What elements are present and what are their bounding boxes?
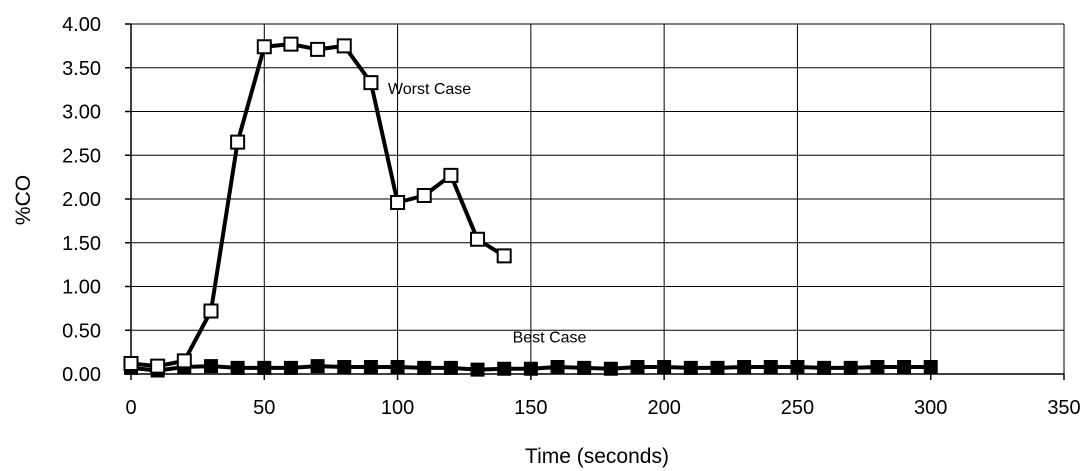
x-tick-label-4: 200	[647, 397, 680, 419]
series-best-point-26	[817, 360, 832, 375]
series-best-point-13	[470, 362, 485, 377]
series-best-point-17	[577, 360, 592, 375]
series-worst	[123, 36, 512, 374]
y-tick-label-4: 2.00	[62, 189, 101, 211]
x-tick-label-1: 50	[253, 397, 275, 419]
series-worst-point-3	[203, 303, 219, 319]
series-worst-point-8	[336, 38, 352, 54]
series-best-point-7	[310, 359, 325, 374]
series-best-point-21	[683, 360, 698, 375]
x-tick-label-3: 150	[514, 397, 547, 419]
series-best-point-23	[737, 360, 752, 374]
series-best-point-10	[390, 360, 405, 374]
series-worst-point-5	[256, 39, 272, 55]
series-best-point-15	[523, 361, 538, 376]
series-worst-point-7	[310, 41, 326, 57]
x-axis-title: Time (seconds)	[525, 445, 669, 468]
series-best-point-29	[897, 360, 912, 374]
series-best-point-5	[257, 360, 272, 375]
annotation-0: Worst Case	[388, 81, 471, 98]
series-best-point-24	[763, 360, 778, 374]
series-best-point-11	[417, 360, 432, 375]
series-best-point-3	[203, 359, 218, 374]
series-worst-point-9	[363, 75, 379, 91]
series-best-point-4	[230, 360, 245, 375]
y-tick-label-8: 4.00	[62, 14, 101, 36]
x-tick-label-5: 250	[781, 397, 814, 419]
series-best-point-27	[843, 360, 858, 375]
series-worst-point-10	[390, 195, 406, 210]
y-tick-label-1: 0.50	[62, 320, 101, 342]
x-tick-label-0: 0	[125, 397, 136, 419]
y-tick-label-0: 0.00	[62, 364, 101, 386]
series-best-point-14	[497, 361, 512, 376]
annotation-1: Best Case	[513, 330, 587, 347]
series-best-point-30	[923, 360, 938, 374]
y-tick-label-6: 3.00	[62, 102, 101, 124]
series-best-point-9	[363, 360, 378, 374]
x-tick-label-2: 100	[381, 397, 414, 419]
plot-area	[123, 36, 938, 378]
series-best-point-19	[630, 360, 645, 374]
y-tick-label-5: 2.50	[62, 145, 101, 167]
y-tick-label-3: 1.50	[62, 233, 101, 255]
series-best-point-8	[337, 360, 352, 374]
x-tick-label-6: 300	[914, 397, 947, 419]
tick-labels: 0.00 0.50 1.00 1.50 2.00 2.50 3.00 3.50 4.00 0 50 1…	[62, 14, 1081, 419]
series-best-point-16	[550, 360, 565, 374]
x-tick-label-7: 350	[1047, 397, 1080, 419]
y-tick-label-7: 3.50	[62, 58, 101, 80]
series-worst-point-14	[496, 248, 512, 264]
series-worst-point-6	[283, 36, 299, 52]
series-best-point-12	[443, 360, 458, 375]
y-axis-title: %CO	[12, 175, 35, 225]
chart-grid	[131, 23, 1065, 374]
series-worst-point-0	[123, 356, 139, 371]
annotations: Worst Case Best Case	[388, 81, 587, 347]
series-best-point-6	[283, 360, 298, 375]
series-worst-point-2	[176, 353, 192, 369]
chart-axes	[125, 23, 1065, 380]
y-tick-label-2: 1.00	[62, 277, 101, 299]
series-best-point-28	[870, 360, 885, 374]
series-best-point-22	[710, 360, 725, 375]
series-worst-point-11	[416, 188, 432, 203]
series-best-point-18	[603, 361, 618, 376]
series-best-point-25	[790, 360, 805, 374]
series-worst-point-1	[150, 358, 166, 374]
series-worst-point-12	[443, 167, 459, 183]
series-worst-point-4	[230, 134, 246, 150]
series-best-point-20	[657, 360, 672, 374]
series-worst-point-13	[470, 231, 486, 247]
